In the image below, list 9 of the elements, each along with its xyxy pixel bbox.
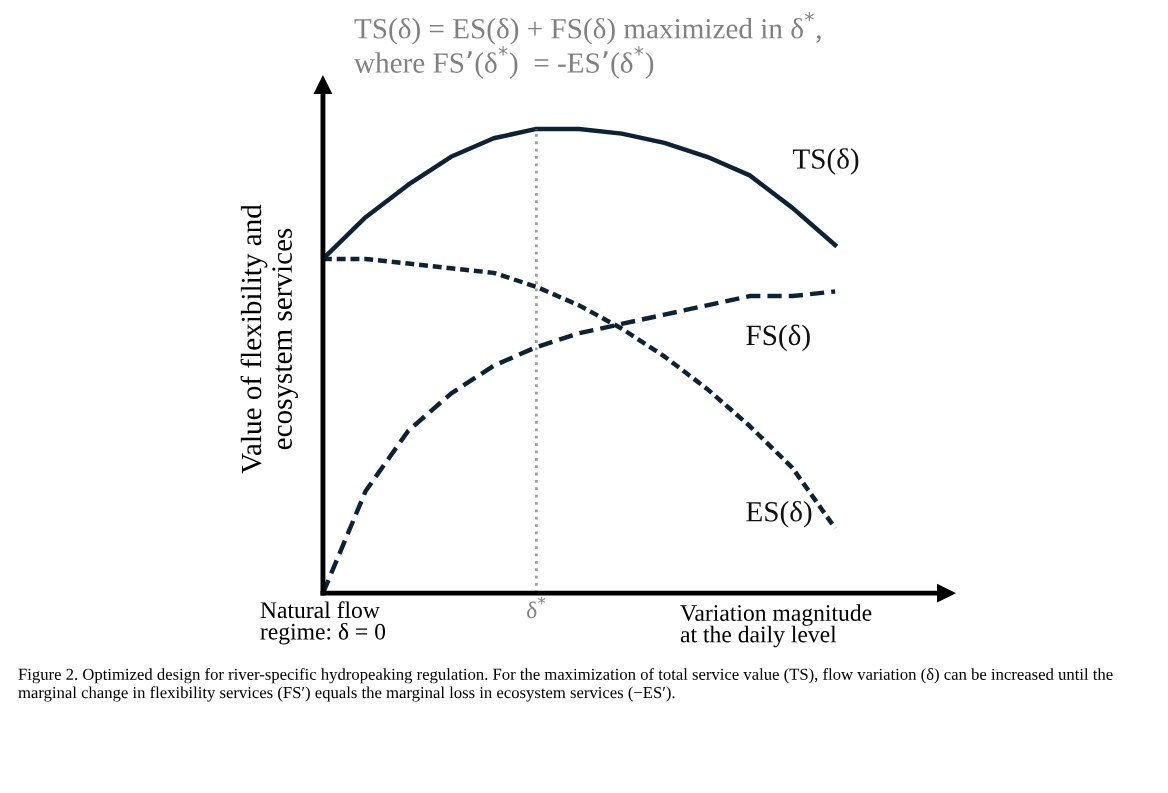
x-axis-title: Variation magnitude at the daily level xyxy=(680,604,872,648)
caption: Figure 2. Optimized design for river-specific hydropeaking regulation. For the maximization of total service value (TS), flow variation (δ) can be increased until the marginal change in flexibility services (FS′) equals the marginal loss in ecosystem services (−ES′). xyxy=(18,668,1113,702)
series-label: FS(δ) xyxy=(746,324,810,352)
x-tick-label: δ$^{*}$ xyxy=(527,596,546,619)
chart-title: TS(δ) = ES(δ) + FS(δ) maximized in δ$^{*}$, where FS’(δ$^{*}$) = -ES’(δ$^{*}$) xyxy=(354,12,821,79)
y-axis-title: Value of flexibility and ecosystem services xyxy=(240,204,298,474)
series-label: TS(δ) xyxy=(792,148,859,175)
x-tick-label: Natural flow regime: δ = 0 xyxy=(260,601,386,645)
series-label: ES(δ) xyxy=(746,500,812,528)
